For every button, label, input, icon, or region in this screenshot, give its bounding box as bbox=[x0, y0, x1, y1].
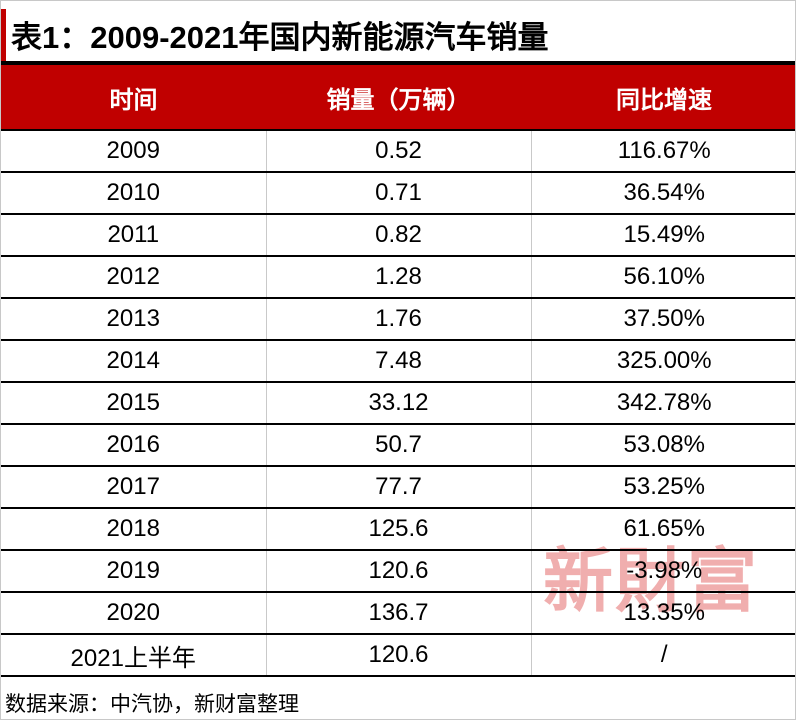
year-cell: 2014 bbox=[1, 340, 266, 383]
sales-cell: 0.52 bbox=[265, 130, 531, 173]
year-cell: 2011 bbox=[1, 214, 266, 257]
sales-cell: 0.82 bbox=[265, 214, 531, 257]
table-row: 2020 136.7 13.35% bbox=[1, 592, 795, 635]
growth-cell: 37.50% bbox=[530, 298, 795, 341]
growth-cell: 325.00% bbox=[530, 340, 795, 383]
table-row: 2011 0.82 15.49% bbox=[1, 214, 795, 257]
table-row: 2018 125.6 61.65% bbox=[1, 508, 795, 551]
header-growth: 同比增速 bbox=[531, 65, 795, 131]
title-bar: 表1：2009-2021年国内新能源汽车销量 bbox=[1, 7, 795, 61]
growth-cell: 53.08% bbox=[530, 424, 795, 467]
year-cell: 2009 bbox=[1, 130, 266, 173]
table-row: 2015 33.12 342.78% bbox=[1, 382, 795, 425]
year-cell: 2016 bbox=[1, 424, 266, 467]
sales-cell: 125.6 bbox=[265, 508, 531, 551]
sales-table: 时间 销量（万辆） 同比增速 2009 0.52 116.67% 2010 0.… bbox=[1, 65, 795, 677]
table-row: 2010 0.71 36.54% bbox=[1, 172, 795, 215]
growth-cell: / bbox=[530, 634, 795, 677]
year-cell: 2019 bbox=[1, 550, 266, 593]
year-cell: 2012 bbox=[1, 256, 266, 299]
growth-cell: 53.25% bbox=[530, 466, 795, 509]
sales-cell: 77.7 bbox=[265, 466, 531, 509]
year-cell: 2015 bbox=[1, 382, 266, 425]
sales-cell: 136.7 bbox=[265, 592, 531, 635]
growth-cell: 13.35% bbox=[530, 592, 795, 635]
data-source-note: 数据来源：中汽协，新财富整理 bbox=[5, 693, 299, 716]
growth-cell: 342.78% bbox=[530, 382, 795, 425]
header-row: 时间 销量（万辆） 同比增速 bbox=[1, 65, 795, 131]
year-cell: 2021上半年 bbox=[1, 634, 266, 677]
header-sales: 销量（万辆） bbox=[266, 65, 531, 131]
year-cell: 2020 bbox=[1, 592, 266, 635]
growth-cell: 15.49% bbox=[530, 214, 795, 257]
year-cell: 2013 bbox=[1, 298, 266, 341]
table-row: 2021上半年 120.6 / bbox=[1, 634, 795, 677]
title-divider bbox=[1, 61, 795, 65]
year-cell: 2010 bbox=[1, 172, 266, 215]
table-row: 2009 0.52 116.67% bbox=[1, 130, 795, 173]
page-title: 表1：2009-2021年国内新能源汽车销量 bbox=[11, 19, 549, 55]
sales-cell: 33.12 bbox=[265, 382, 531, 425]
table-row: 2014 7.48 325.00% bbox=[1, 340, 795, 383]
title-accent-bar bbox=[1, 9, 6, 61]
sales-cell: 120.6 bbox=[265, 550, 531, 593]
growth-cell: -3.98% bbox=[530, 550, 795, 593]
sales-cell: 1.28 bbox=[265, 256, 531, 299]
sales-cell: 7.48 bbox=[265, 340, 531, 383]
growth-cell: 116.67% bbox=[530, 130, 795, 173]
table-row: 2012 1.28 56.10% bbox=[1, 256, 795, 299]
table-row: 2016 50.7 53.08% bbox=[1, 424, 795, 467]
sales-cell: 120.6 bbox=[265, 634, 531, 677]
year-cell: 2018 bbox=[1, 508, 266, 551]
growth-cell: 56.10% bbox=[530, 256, 795, 299]
year-cell: 2017 bbox=[1, 466, 266, 509]
sales-cell: 1.76 bbox=[265, 298, 531, 341]
sales-cell: 0.71 bbox=[265, 172, 531, 215]
growth-cell: 36.54% bbox=[530, 172, 795, 215]
table-row: 2013 1.76 37.50% bbox=[1, 298, 795, 341]
header-time: 时间 bbox=[1, 65, 266, 131]
growth-cell: 61.65% bbox=[530, 508, 795, 551]
sales-cell: 50.7 bbox=[265, 424, 531, 467]
table-row: 2017 77.7 53.25% bbox=[1, 466, 795, 509]
table-row: 2019 120.6 -3.98% bbox=[1, 550, 795, 593]
